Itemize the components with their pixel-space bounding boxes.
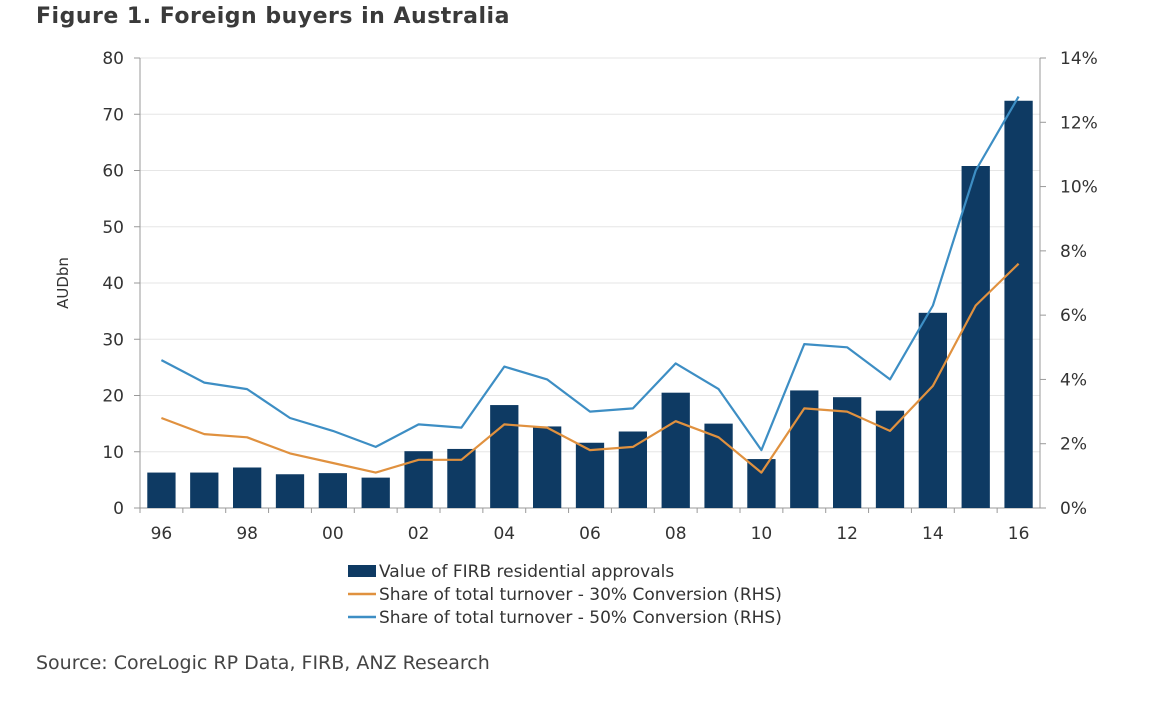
y-right-tick-label: 6%	[1060, 306, 1087, 326]
y-tick-label: 30	[102, 330, 124, 350]
x-tick-label: 98	[236, 524, 258, 544]
bar	[190, 472, 219, 508]
x-tick-label: 12	[836, 524, 858, 544]
x-tick-label: 04	[493, 524, 515, 544]
chart-title: Figure 1. Foreign buyers in Australia	[36, 4, 510, 29]
y-right-tick-label: 14%	[1060, 49, 1098, 69]
bar	[533, 426, 562, 508]
y-right-tick-label: 4%	[1060, 370, 1087, 390]
x-tick-label: 96	[151, 524, 173, 544]
legend-label: Value of FIRB residential approvals	[379, 562, 674, 582]
y-right-tick-label: 12%	[1060, 113, 1098, 133]
y-axis-label: AUDbn	[54, 257, 72, 309]
y-tick-label: 80	[102, 49, 124, 69]
y-tick-label: 40	[102, 274, 124, 294]
bar	[447, 448, 476, 508]
y-tick-label: 20	[102, 387, 124, 407]
series-line	[160, 96, 1020, 452]
y-right-tick-label: 0%	[1060, 499, 1087, 519]
bar	[275, 474, 305, 508]
bar	[233, 467, 262, 508]
bar	[361, 477, 390, 508]
x-tick-label: 14	[922, 524, 944, 544]
y-tick-label: 70	[102, 105, 124, 125]
legend-swatch	[348, 565, 376, 577]
bar	[147, 472, 176, 508]
gridlines	[140, 57, 1040, 453]
y-tick-label: 60	[102, 162, 124, 182]
series-line	[161, 262, 1020, 474]
y-right-tick-label: 8%	[1060, 242, 1087, 262]
bar	[1004, 100, 1033, 508]
x-tick-label: 00	[322, 524, 344, 544]
line-series	[160, 96, 1020, 474]
x-tick-label: 06	[579, 524, 601, 544]
bar	[961, 166, 990, 508]
legend-label: Share of total turnover - 50% Conversion…	[379, 608, 782, 628]
bar	[747, 459, 776, 508]
bar	[833, 397, 862, 508]
x-tick-label: 02	[408, 524, 430, 544]
y-tick-label: 10	[102, 443, 124, 463]
y-right-tick-label: 2%	[1060, 435, 1087, 455]
y-tick-label: 50	[102, 218, 124, 238]
x-tick-label: 08	[665, 524, 687, 544]
legend: Value of FIRB residential approvals Share…	[348, 562, 782, 628]
bar	[490, 405, 519, 508]
bar	[918, 312, 947, 508]
tick-labels: 0 10 20 30 40 50 60 70 80 0% 2% 4% 6% 8% 10% 12% 14% 96 98…	[102, 49, 1097, 544]
bar	[618, 431, 647, 508]
x-tick-label: 16	[1008, 524, 1030, 544]
source-note: Source: CoreLogic RP Data, FIRB, ANZ Res…	[36, 652, 490, 674]
y-tick-label: 0	[113, 499, 124, 519]
bar	[661, 392, 690, 508]
bar	[575, 442, 605, 508]
x-tick-label: 10	[751, 524, 773, 544]
legend-label: Share of total turnover - 30% Conversion…	[379, 585, 782, 605]
bar-series	[147, 100, 1033, 508]
y-right-tick-label: 10%	[1060, 178, 1098, 198]
bar	[318, 473, 347, 508]
